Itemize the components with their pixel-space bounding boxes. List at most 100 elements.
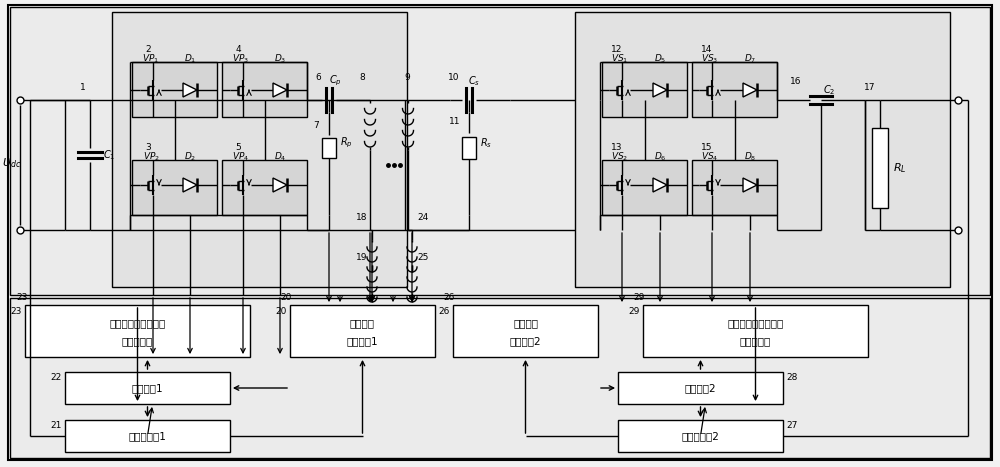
Text: $VS_2$: $VS_2$ [611, 151, 629, 163]
Text: 9: 9 [404, 73, 410, 83]
Bar [692, 160, 777, 215]
Text: 29: 29 [633, 292, 645, 302]
Bar [10, 7, 990, 295]
Bar [643, 305, 868, 357]
Text: 20: 20 [276, 306, 287, 316]
Text: 5: 5 [235, 143, 241, 153]
Text: 23: 23 [16, 292, 28, 302]
Text: 13: 13 [611, 143, 623, 153]
Text: $D_5$: $D_5$ [654, 53, 666, 65]
Bar [222, 62, 307, 117]
Text: $VP_2$: $VP_2$ [143, 151, 159, 163]
Text: $D_2$: $D_2$ [184, 151, 196, 163]
Bar [618, 420, 783, 452]
Text: 26: 26 [439, 306, 450, 316]
Text: 19: 19 [356, 254, 368, 262]
Text: 器驱动电路: 器驱动电路 [740, 336, 771, 346]
Bar [25, 305, 250, 357]
Text: 4: 4 [235, 45, 241, 55]
Text: 22: 22 [51, 374, 62, 382]
Text: 3: 3 [145, 143, 151, 153]
Text: 11: 11 [449, 118, 461, 127]
Text: $VP_4$: $VP_4$ [232, 151, 250, 163]
Text: $C_1$: $C_1$ [103, 148, 115, 162]
Bar [65, 420, 230, 452]
Text: 微处理器1: 微处理器1 [132, 383, 163, 393]
Text: $D_7$: $D_7$ [744, 53, 756, 65]
Bar [322, 138, 336, 158]
Bar [10, 298, 990, 458]
Text: $VP_3$: $VP_3$ [232, 53, 250, 65]
Text: $R_p$: $R_p$ [340, 136, 353, 150]
Bar [462, 137, 476, 159]
Text: 16: 16 [790, 78, 802, 86]
Text: 29: 29 [629, 306, 640, 316]
Text: $D_6$: $D_6$ [654, 151, 666, 163]
Text: 电源侧电路电力变换: 电源侧电路电力变换 [109, 318, 166, 328]
Text: 20: 20 [280, 292, 292, 302]
Text: 21: 21 [51, 422, 62, 431]
Text: $C_s$: $C_s$ [468, 74, 480, 88]
Polygon shape [743, 83, 757, 97]
Text: $VS_3$: $VS_3$ [701, 53, 719, 65]
Text: 17: 17 [864, 84, 876, 92]
Text: 27: 27 [786, 422, 797, 431]
Bar [132, 160, 217, 215]
Bar [602, 160, 687, 215]
Text: 15: 15 [701, 143, 713, 153]
Bar [112, 12, 407, 287]
Bar [453, 305, 598, 357]
Text: 调理电路1: 调理电路1 [347, 336, 378, 346]
Bar [575, 12, 950, 287]
Text: 数模转换器2: 数模转换器2 [682, 431, 719, 441]
Text: $D_3$: $D_3$ [274, 53, 286, 65]
Text: $C_2$: $C_2$ [823, 83, 835, 97]
Bar [602, 62, 687, 117]
Bar [290, 305, 435, 357]
Text: 24: 24 [417, 213, 429, 222]
Text: $D_4$: $D_4$ [274, 151, 286, 163]
Text: $R_s$: $R_s$ [480, 136, 492, 150]
Text: 调理电路2: 调理电路2 [510, 336, 541, 346]
Text: 6: 6 [315, 73, 321, 83]
Text: $VS_4$: $VS_4$ [701, 151, 719, 163]
Text: 信号采集: 信号采集 [350, 318, 375, 328]
Polygon shape [273, 178, 287, 192]
Text: 26: 26 [443, 292, 455, 302]
Text: 14: 14 [701, 45, 713, 55]
Text: 18: 18 [356, 213, 368, 222]
Text: 23: 23 [11, 306, 22, 316]
Polygon shape [653, 178, 667, 192]
Text: 28: 28 [786, 374, 797, 382]
Text: 2: 2 [145, 45, 151, 55]
Text: 10: 10 [448, 73, 460, 83]
Bar [65, 372, 230, 404]
Polygon shape [743, 178, 757, 192]
Bar [132, 62, 217, 117]
Polygon shape [273, 83, 287, 97]
Text: 12: 12 [611, 45, 623, 55]
Text: 微处理器2: 微处理器2 [685, 383, 716, 393]
Bar [618, 372, 783, 404]
Polygon shape [183, 83, 197, 97]
Text: 负载侧电路电力变换: 负载侧电路电力变换 [727, 318, 784, 328]
Text: 8: 8 [359, 73, 365, 83]
Text: 器驱动电路: 器驱动电路 [122, 336, 153, 346]
Bar [222, 160, 307, 215]
Text: $R_L$: $R_L$ [893, 161, 907, 175]
Text: $U_{dc}$: $U_{dc}$ [2, 156, 22, 170]
Text: $VS_1$: $VS_1$ [611, 53, 629, 65]
Text: 25: 25 [417, 254, 429, 262]
Text: $D_1$: $D_1$ [184, 53, 196, 65]
Bar [692, 62, 777, 117]
Polygon shape [183, 178, 197, 192]
Text: 1: 1 [80, 84, 86, 92]
Polygon shape [653, 83, 667, 97]
Bar [872, 128, 888, 208]
Text: 数模转换器1: 数模转换器1 [129, 431, 166, 441]
Text: $C_p$: $C_p$ [329, 74, 342, 88]
Text: $VP_1$: $VP_1$ [142, 53, 160, 65]
Text: 7: 7 [313, 120, 319, 129]
Text: 信号采集: 信号采集 [513, 318, 538, 328]
Text: $D_8$: $D_8$ [744, 151, 756, 163]
